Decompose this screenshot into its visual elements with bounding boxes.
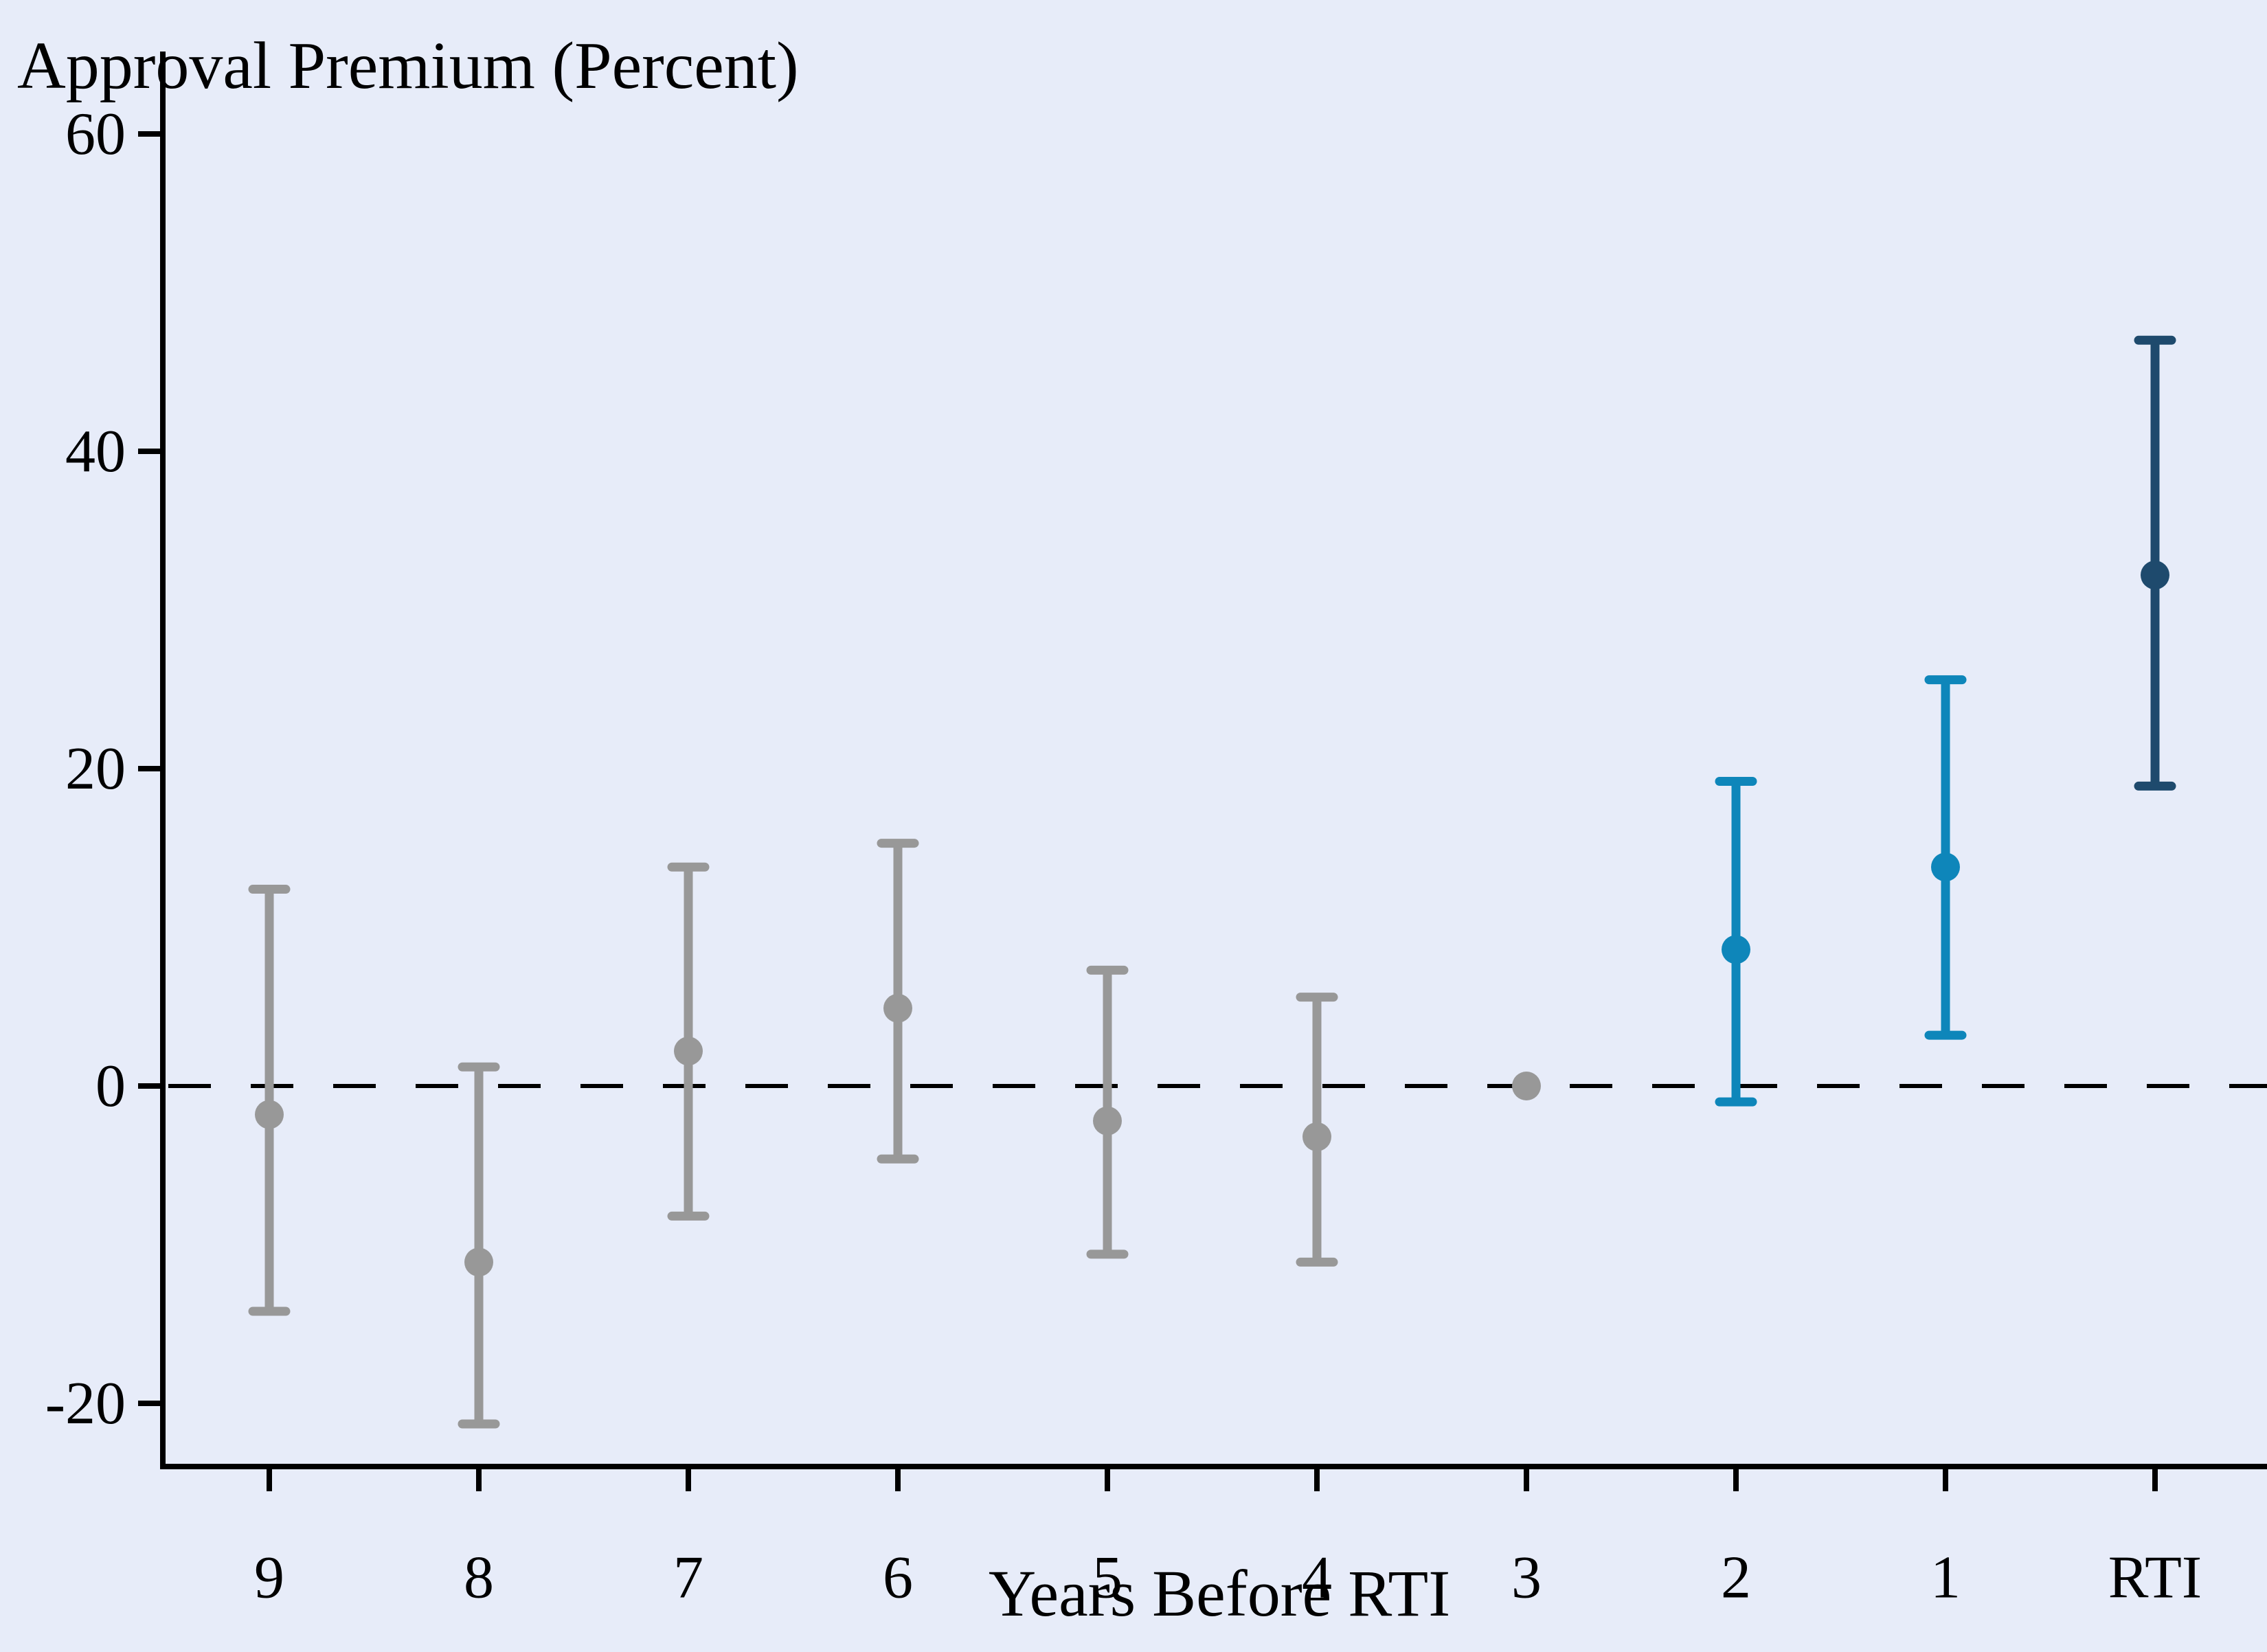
point-marker-9 xyxy=(255,1100,284,1129)
y-tick-label-60: 60 xyxy=(65,101,126,168)
x-tick-label-3: 3 xyxy=(1511,1544,1542,1611)
x-tick-label-9: 9 xyxy=(254,1544,284,1611)
x-tick-label-4: 4 xyxy=(1302,1544,1332,1611)
point-marker-6 xyxy=(883,993,912,1023)
point-marker-8 xyxy=(464,1247,493,1277)
point-marker-1 xyxy=(1931,852,1960,882)
point-marker-5 xyxy=(1093,1106,1122,1135)
point-marker-4 xyxy=(1302,1122,1331,1151)
plot-area: 60 40 20 0 -20 9 8 7 6 5 4 3 2 1 RTI xyxy=(45,52,2267,1611)
y-tick-label-0: 0 xyxy=(95,1053,126,1120)
y-tick-label-40: 40 xyxy=(65,418,126,485)
x-tick-label-1: 1 xyxy=(1930,1544,1961,1611)
x-tick-label-2: 2 xyxy=(1721,1544,1751,1611)
y-tick-label-20: 20 xyxy=(65,736,126,802)
x-axis-label: Years Before RTI xyxy=(989,1557,1450,1630)
x-tick-label-6: 6 xyxy=(883,1544,913,1611)
x-tick-label-8: 8 xyxy=(464,1544,494,1611)
point-marker-3 xyxy=(1512,1072,1541,1100)
x-tick-label-7: 7 xyxy=(673,1544,703,1611)
point-marker-RTI xyxy=(2141,561,2169,590)
y-tick-label--20: -20 xyxy=(45,1370,126,1437)
point-marker-7 xyxy=(674,1037,703,1066)
x-tick-label-5: 5 xyxy=(1092,1544,1123,1611)
point-marker-2 xyxy=(1722,935,1750,964)
chart-title: Approval Premium (Percent) xyxy=(17,29,799,103)
x-tick-label-RTI: RTI xyxy=(2108,1544,2202,1611)
